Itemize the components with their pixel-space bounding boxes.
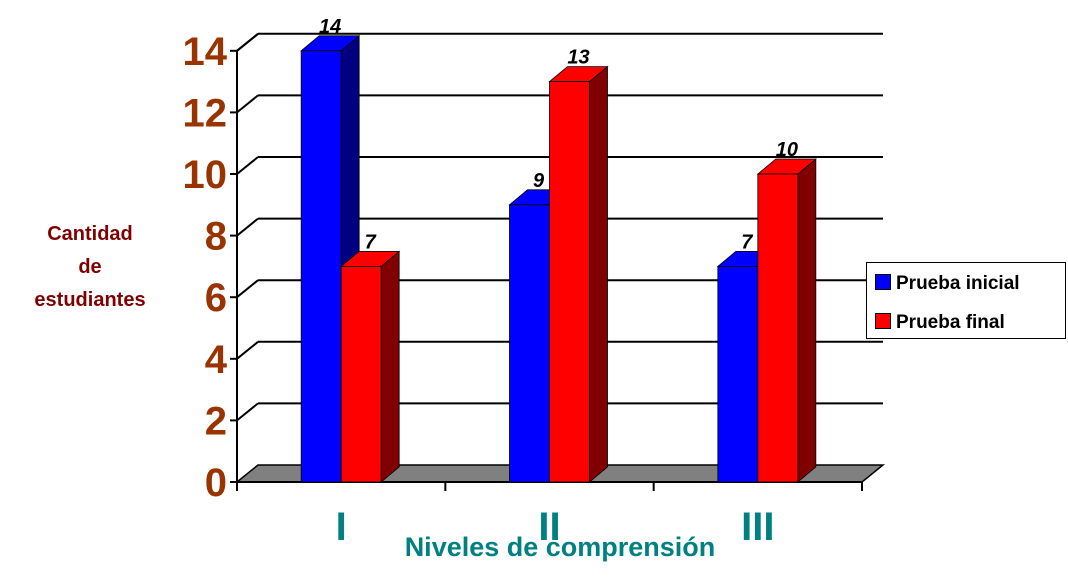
gridline-diagonal [236,217,259,237]
data-label: 7 [365,231,377,253]
bar-prueba-inicial [300,50,342,483]
gridline-diagonal [236,402,259,422]
data-label: 9 [533,170,545,192]
legend-label: Prueba inicial [896,273,1020,294]
y-tick-label: 0 [205,461,227,505]
y-tick-label: 14 [183,30,228,74]
y-tick-label: 8 [205,215,227,259]
bar-side-prueba-final [589,65,608,483]
y-tick-label: 4 [205,338,228,382]
bar-prueba-inicial [509,204,550,483]
y-axis-top-line [236,33,259,52]
legend: Prueba inicial Prueba final [866,262,1066,339]
data-label: 10 [776,139,798,161]
data-label: 14 [319,16,341,38]
gridline-diagonal [236,341,259,360]
y-axis-title-line: de [78,256,102,278]
x-tick-label: III [741,505,774,549]
gridline-diagonal [236,94,259,114]
data-label: 13 [567,47,589,69]
y-tick-label: 12 [183,91,228,135]
x-tick-label: II [538,505,560,549]
y-tick-label: 10 [183,153,228,197]
y-axis-title-line: estudiantes [34,289,146,311]
legend-item-prueba-final: Prueba final [875,312,1005,334]
bar-prueba-inicial [717,265,759,483]
bar-side-prueba-final [380,250,400,483]
bar-prueba-final [757,173,799,483]
legend-label: Prueba final [896,312,1005,333]
bar-prueba-final [549,81,590,483]
y-axis-title: Cantidad de estudiantes [0,218,180,317]
data-label: 7 [741,231,753,253]
x-axis-title: Niveles de comprensión [404,532,716,562]
y-tick-label: 6 [205,276,227,320]
legend-swatch [875,274,891,290]
gridline-diagonal [236,156,259,175]
bar-side-prueba-final [797,158,817,483]
legend-swatch [875,313,891,329]
bar-prueba-final [340,265,382,483]
legend-item-prueba-inicial: Prueba inicial [875,273,1020,295]
y-axis-title-line: Cantidad [47,223,133,245]
x-tick-label: I [336,505,347,549]
y-tick-label: 2 [205,399,227,443]
gridline-diagonal [236,279,259,298]
